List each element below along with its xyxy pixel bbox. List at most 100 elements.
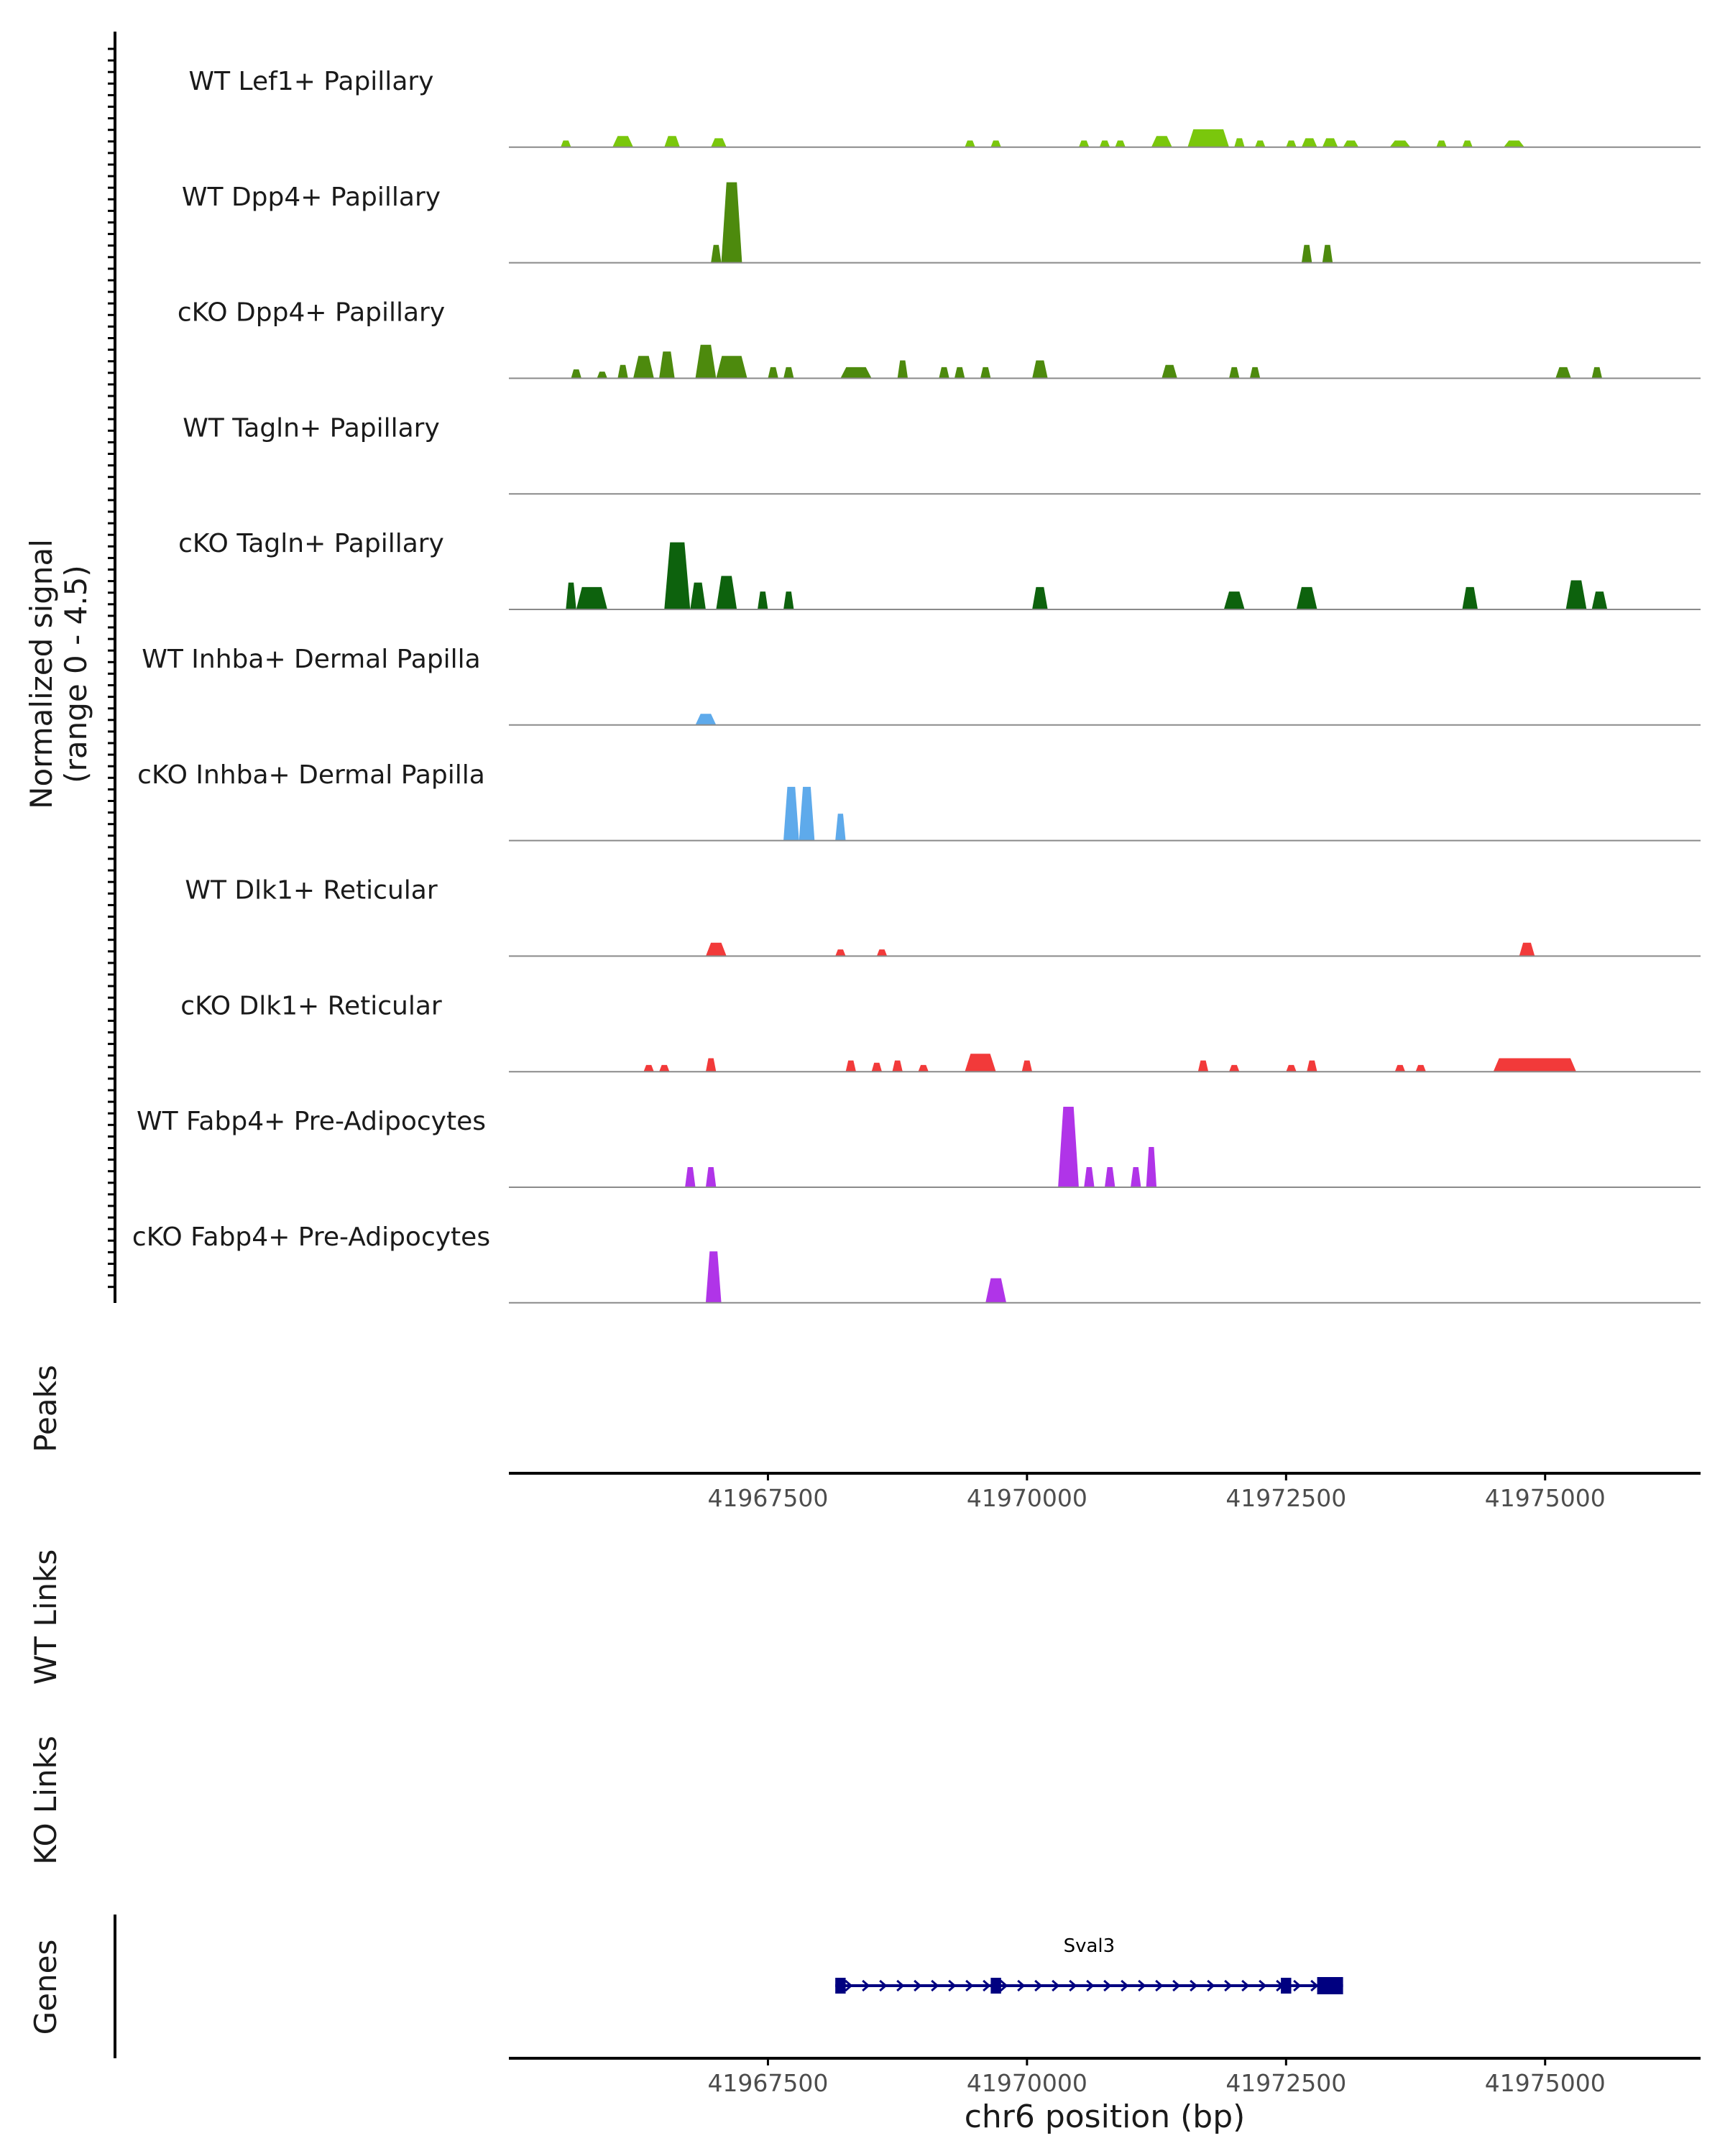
track-4: cKO Tagln+ Papillary	[178, 529, 1701, 610]
signal-peak	[1078, 140, 1090, 147]
signal-peak	[695, 714, 717, 725]
signal-peak	[664, 136, 680, 147]
strand-arrow	[1086, 1979, 1095, 1992]
signal-peak	[721, 182, 742, 263]
x-tick-label: 41975000	[1485, 1484, 1606, 1512]
signal-peak	[576, 586, 607, 609]
signal-peak	[918, 1064, 929, 1072]
signal-peak	[897, 360, 908, 379]
strand-arrow	[1241, 1979, 1250, 1992]
track-label: cKO Dlk1+ Reticular	[180, 991, 442, 1021]
signal-peak	[1565, 580, 1587, 609]
strand-arrow	[1207, 1979, 1215, 1992]
signal-peak	[892, 1060, 903, 1072]
track-8: cKO Dlk1+ Reticular	[180, 991, 1701, 1073]
x-axis-label: chr6 position (bp)	[965, 2099, 1246, 2135]
y-axis-label: Normalized signal	[24, 539, 59, 809]
track-label: cKO Tagln+ Papillary	[178, 529, 444, 558]
x-tick-label: 41972500	[1225, 1484, 1346, 1512]
signal-peak	[711, 138, 727, 147]
signal-peak	[705, 1167, 717, 1187]
signal-peak	[1021, 1060, 1033, 1072]
signal-peak	[566, 582, 576, 609]
gene-exon	[1317, 1977, 1343, 1994]
coverage-axis-ticks	[108, 47, 115, 1289]
signal-peak	[643, 1064, 654, 1072]
signal-peak	[1415, 1064, 1426, 1072]
strand-arrow	[1121, 1979, 1129, 1992]
gene-name-label: Sval3	[1064, 1935, 1116, 1957]
signal-peak	[617, 364, 628, 379]
x-tick-label: 41967500	[707, 2069, 828, 2097]
signal-peak	[1307, 1060, 1317, 1072]
strand-arrow	[1259, 1979, 1267, 1992]
signal-peak	[799, 786, 815, 841]
signal-peak	[845, 1060, 856, 1072]
strand-arrow	[1310, 1979, 1319, 1992]
signal-peak	[1519, 942, 1535, 957]
signal-peak	[705, 942, 727, 957]
track-label: WT Fabp4+ Pre-Adipocytes	[137, 1107, 486, 1136]
signal-peak	[664, 542, 691, 609]
signal-peak	[965, 1054, 996, 1072]
strand-arrow	[1293, 1979, 1302, 1992]
track-label: WT Dlk1+ Reticular	[185, 876, 437, 906]
x-axis-bottom-ticks: 41967500 41970000 41972500 41975000	[707, 2058, 1606, 2097]
signal-peak	[1301, 138, 1317, 147]
signal-peak	[1255, 140, 1266, 147]
signal-peak	[768, 367, 778, 379]
signal-peak	[705, 1251, 722, 1303]
signal-peak	[965, 140, 975, 147]
signal-peak	[1493, 1058, 1576, 1072]
strand-arrow	[983, 1979, 991, 1992]
signal-peak	[1322, 244, 1333, 263]
strand-arrow	[1034, 1979, 1043, 1992]
strand-arrow	[1017, 1979, 1026, 1992]
signal-peak	[783, 367, 794, 379]
signal-peak	[1151, 136, 1172, 147]
signal-peak	[685, 1167, 696, 1187]
strand-arrow	[1000, 1979, 1008, 1992]
signal-peak	[597, 372, 607, 379]
strand-arrow	[1224, 1979, 1233, 1992]
signal-peak	[716, 356, 748, 379]
track-label: WT Lef1+ Papillary	[189, 67, 434, 96]
track-7: WT Dlk1+ Reticular	[185, 876, 1701, 957]
signal-peak	[783, 591, 794, 609]
strand-arrow	[862, 1979, 870, 1992]
signal-peak	[835, 814, 846, 841]
x-tick-label: 41970000	[967, 1484, 1087, 1512]
signal-peak	[659, 351, 675, 379]
strand-arrow	[948, 1979, 957, 1992]
track-label: WT Dpp4+ Papillary	[182, 183, 441, 212]
signal-peak	[561, 140, 571, 147]
strand-arrow	[1155, 1979, 1164, 1992]
ko-links-track-label: KO Links	[28, 1736, 63, 1865]
signal-peak	[1389, 140, 1411, 147]
signal-peak	[659, 1064, 670, 1072]
x-tick-label: 41975000	[1485, 2069, 1606, 2097]
signal-peak	[990, 140, 1001, 147]
strand-arrow	[896, 1979, 905, 1992]
signal-peak	[835, 949, 846, 957]
track-0: WT Lef1+ Papillary	[189, 67, 1701, 148]
signal-peak	[633, 356, 654, 379]
signal-peak	[705, 1058, 717, 1072]
signal-peak	[1234, 138, 1245, 147]
signal-peak	[1462, 140, 1473, 147]
signal-peak	[1223, 591, 1245, 609]
signal-peak	[1197, 1060, 1209, 1072]
strand-arrow	[1190, 1979, 1198, 1992]
gene-track	[835, 1977, 1343, 1994]
signal-peak	[840, 367, 872, 379]
signal-peak	[1286, 140, 1297, 147]
signal-peak	[1555, 367, 1571, 379]
strand-arrow	[1138, 1979, 1146, 1992]
signal-peak	[612, 136, 634, 147]
signal-peak	[954, 367, 965, 379]
gene-exon	[835, 1978, 846, 1994]
strand-arrow	[845, 1979, 853, 1992]
signal-peak	[1084, 1167, 1095, 1187]
signal-peak	[980, 367, 991, 379]
